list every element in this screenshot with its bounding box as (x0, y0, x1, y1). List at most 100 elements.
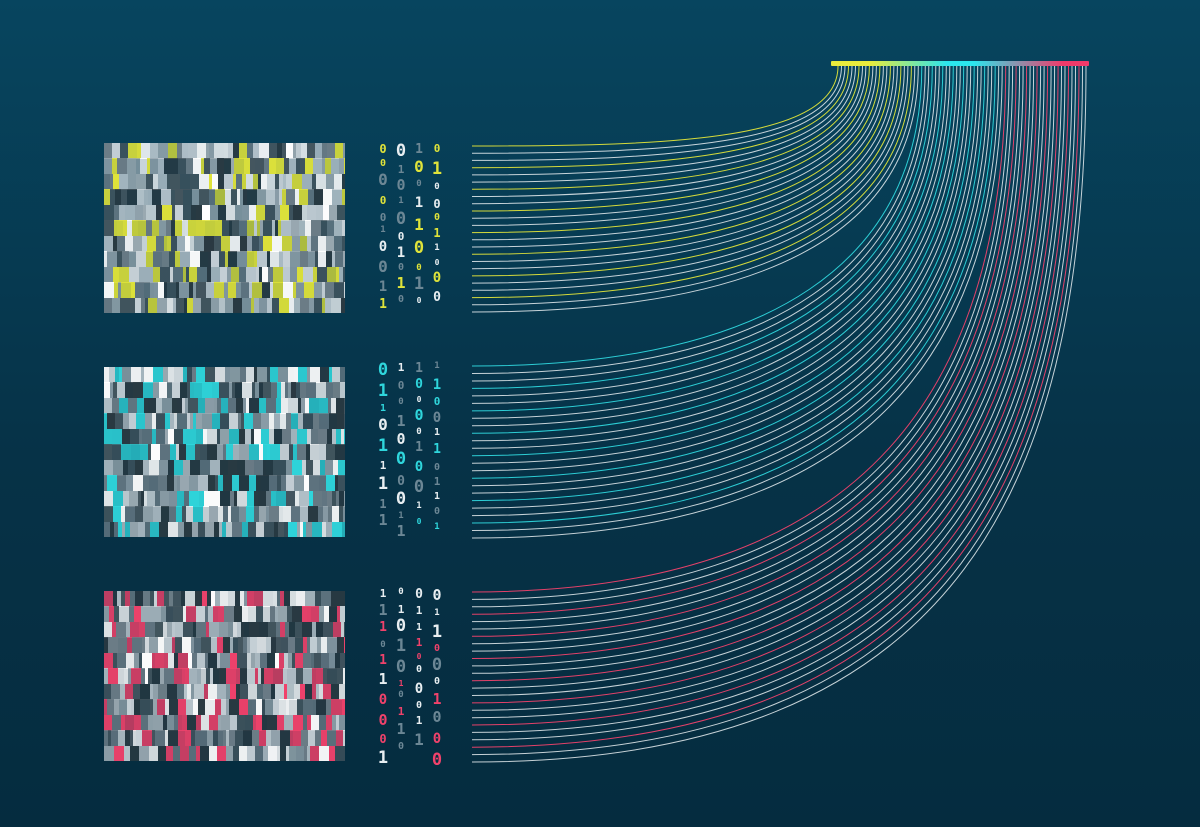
grid-cell (336, 714, 339, 731)
grid-cell (270, 367, 278, 383)
grid-cell (169, 251, 175, 268)
binary-digit: 0 (433, 395, 441, 408)
grid-cell (198, 397, 205, 414)
grid-cell (327, 266, 336, 283)
grid-cell (211, 251, 219, 268)
grid-cell (131, 699, 134, 716)
grid-cell (104, 204, 114, 221)
grid-cell (148, 189, 152, 206)
grid-cell (180, 475, 189, 492)
grid-cell (175, 637, 182, 654)
grid-cell (172, 621, 175, 638)
grid-cell (183, 428, 186, 445)
grid-cell (237, 714, 245, 731)
grid-cell (136, 251, 146, 268)
grid-cell (282, 235, 292, 252)
grid-cell (199, 173, 209, 190)
grid-cell (301, 397, 305, 414)
grid-cell (205, 699, 215, 716)
grid-cell (273, 282, 283, 299)
grid-cell (331, 591, 340, 607)
grid-cell (279, 173, 283, 190)
binary-digit: 0 (395, 489, 407, 509)
grid-cell (323, 204, 329, 221)
grid-cell (196, 606, 205, 623)
binary-digit: 0 (395, 209, 407, 229)
grid-cell (311, 204, 316, 221)
grid-cell (173, 297, 176, 313)
flow-line (471, 65, 993, 517)
grid-cell (209, 745, 217, 761)
grid-cell (207, 591, 211, 607)
flow-line (471, 65, 975, 479)
grid-cell (175, 621, 183, 638)
grid-cell (246, 397, 249, 414)
grid-cell (271, 490, 276, 507)
gradient-bar (831, 61, 1089, 66)
grid-cell (224, 158, 231, 175)
binary-digit: 1 (378, 670, 388, 688)
grid-cell (187, 382, 190, 399)
grid-cell (217, 428, 220, 445)
grid-cell (319, 397, 328, 414)
grid-cell (319, 413, 329, 430)
grid-cell (259, 235, 263, 252)
grid-cell (182, 220, 185, 237)
grid-cell (255, 668, 258, 685)
grid-cell (238, 413, 241, 430)
grid-cell (217, 444, 223, 461)
grid-cell (148, 668, 152, 685)
grid-cell (343, 506, 345, 523)
grid-cell (237, 459, 245, 476)
grid-cell (253, 173, 258, 190)
grid-cell (147, 158, 150, 175)
flow-line (471, 65, 870, 212)
grid-cell (134, 699, 140, 716)
grid-cell (240, 367, 246, 383)
grid-cell (298, 367, 307, 383)
grid-cell (279, 251, 283, 268)
flow-line (471, 65, 930, 382)
grid-cell (317, 266, 327, 283)
grid-cell (252, 730, 259, 747)
grid-cell (117, 235, 125, 252)
binary-digit: 1 (379, 403, 387, 414)
grid-cell (162, 397, 172, 414)
grid-cell (178, 521, 184, 537)
grid-cell (178, 714, 182, 731)
grid-cell (220, 428, 229, 445)
grid-cell (327, 637, 337, 654)
grid-cell (342, 235, 345, 252)
grid-cell (201, 158, 204, 175)
grid-cell (239, 428, 245, 445)
grid-cell (246, 506, 254, 523)
grid-cell (176, 297, 184, 313)
grid-cell (246, 266, 256, 283)
grid-cell (275, 683, 284, 700)
grid-cell (149, 475, 158, 492)
grid-cell (314, 282, 322, 299)
grid-cell (289, 621, 295, 638)
grid-cell (284, 683, 287, 700)
grid-cell (183, 204, 191, 221)
grid-cell (153, 506, 161, 523)
grid-cell (127, 189, 137, 206)
grid-cell (156, 428, 165, 445)
grid-cell (141, 668, 145, 685)
grid-cell (343, 730, 345, 747)
grid-cell (211, 637, 217, 654)
grid-cell (104, 189, 110, 206)
grid-cell (197, 266, 207, 283)
grid-cell (315, 591, 321, 607)
grid-cell (229, 730, 235, 747)
grid-cell (219, 297, 225, 313)
grid-cell (321, 220, 327, 237)
grid-cell (183, 606, 186, 623)
grid-cell (161, 606, 166, 623)
grid-cell (339, 266, 343, 283)
grid-cell (115, 367, 119, 383)
flow-line (471, 65, 1024, 630)
grid-cell (247, 143, 253, 159)
grid-cell (217, 637, 223, 654)
grid-cell (135, 282, 144, 299)
